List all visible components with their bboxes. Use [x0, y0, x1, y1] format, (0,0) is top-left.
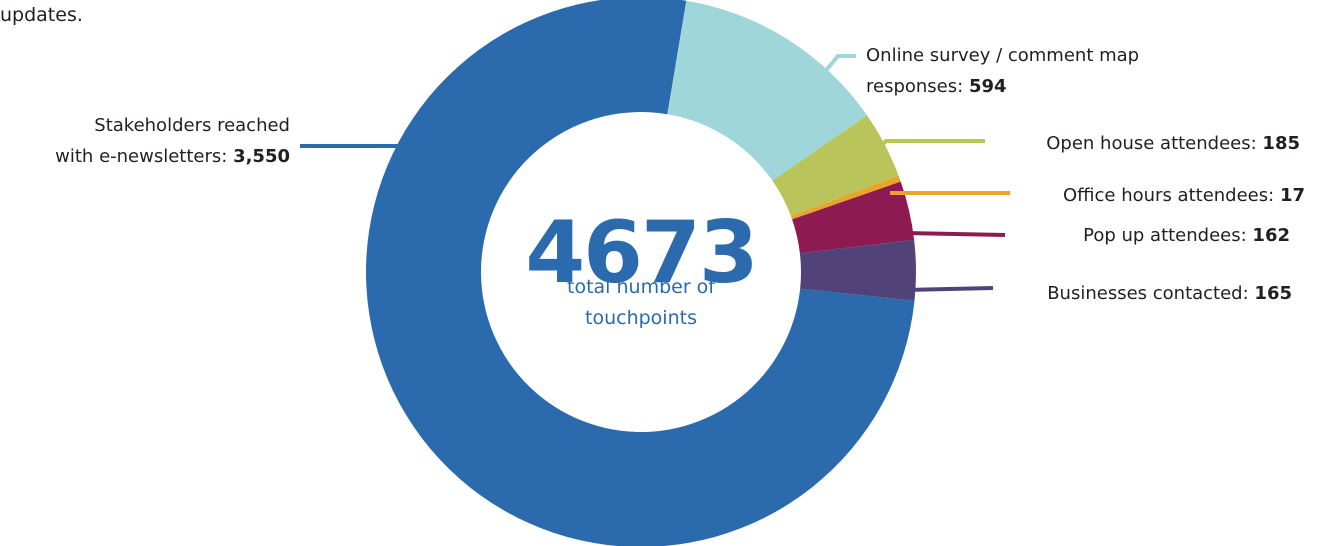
segment-value: 594 [968, 76, 1007, 97]
intro-text: updates. [0, 4, 83, 26]
leader-line [816, 54, 856, 82]
donut-segment [792, 181, 915, 254]
donut-segment [667, 0, 867, 181]
donut-segment [772, 115, 899, 216]
leader-line [873, 139, 985, 154]
segment-value: 17 [1279, 185, 1305, 206]
leader-line [904, 286, 994, 292]
segment-name: Online survey / comment map responses: [866, 45, 1140, 97]
segment-name: Open house attendees: [1046, 133, 1257, 154]
segment-label: Stakeholders reached with e-newsletters:… [0, 110, 290, 172]
segment-value: 185 [1262, 133, 1300, 154]
segment-label: Businesses contacted: 165 [1047, 278, 1292, 309]
segment-label: Pop up attendees: 162 [1083, 220, 1290, 251]
donut-segment [790, 175, 901, 220]
leader-line [904, 231, 1006, 237]
total-value: 4673 [525, 203, 758, 303]
segment-label: Online survey / comment map responses: 5… [866, 40, 1266, 102]
segment-name: Stakeholders reached with e-newsletters: [55, 115, 290, 167]
donut-segment [366, 0, 915, 546]
donut-segment [799, 239, 916, 301]
total-caption: total number of touchpoints [567, 276, 715, 329]
segment-label: Office hours attendees: 17 [1063, 180, 1305, 211]
segment-value: 162 [1252, 225, 1290, 246]
segment-value: 3,550 [233, 146, 290, 167]
segment-name: Office hours attendees: [1062, 185, 1275, 206]
segment-value: 165 [1254, 283, 1292, 304]
segment-label: Open house attendees: 185 [1046, 128, 1300, 159]
segment-name: Pop up attendees: [1083, 225, 1247, 246]
segment-name: Businesses contacted: [1047, 283, 1249, 304]
